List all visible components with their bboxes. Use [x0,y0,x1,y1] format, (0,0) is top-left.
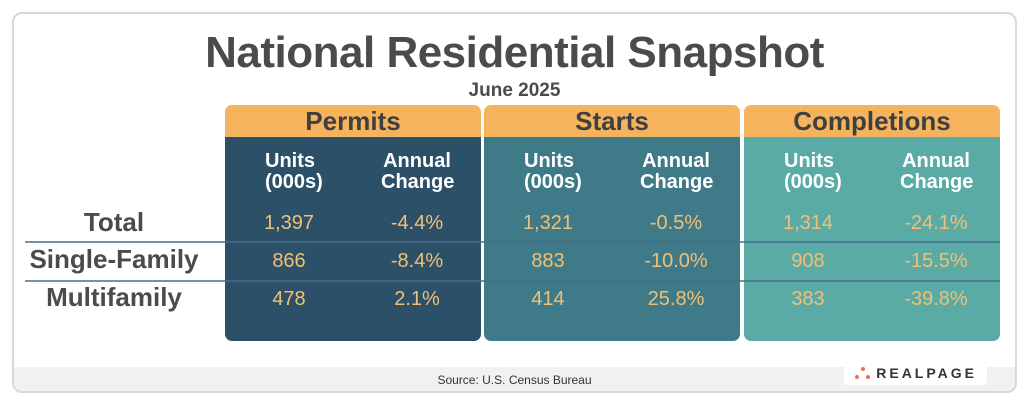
change-value: 2.1% [394,288,440,310]
row-divider [25,241,1000,243]
column-header-units: Units (000s) [784,150,842,193]
page-subtitle: June 2025 [468,80,561,101]
units-value: 908 [791,250,825,272]
units-value: 383 [791,288,825,310]
change-value: -4.4% [390,212,444,234]
panel-header: Completions [744,105,1000,137]
logo-dots-icon [854,366,872,380]
units-value: 1,314 [782,212,834,234]
panel-header: Permits [225,105,481,137]
units-value: 883 [531,250,565,272]
panel-starts: Starts Units (000s) Annual Change 1,321 -… [484,105,740,341]
column-header-units: Units (000s) [524,150,582,193]
panel-completions: Completions Units (000s) Annual Change 1,… [744,105,1000,341]
change-value: 25.8% [647,288,705,310]
units-value: 478 [272,288,306,310]
page-title: National Residential Snapshot [205,28,824,77]
units-value: 866 [272,250,306,272]
units-value: 1,321 [522,212,574,234]
source-note: Source: U.S. Census Bureau [437,373,592,387]
logo-text: REALPAGE [876,365,977,381]
row-label-total: Total [83,207,145,237]
row-label-single-family: Single-Family [29,244,199,274]
units-value: 1,397 [263,212,315,234]
row-divider [25,280,1000,282]
column-header-change: Annual Change [900,150,974,193]
change-value: -15.5% [904,250,968,272]
panel-body: Units (000s) Annual Change 1,314 -24.1% 90… [744,137,1000,341]
panel-permits: Permits Units (000s) Annual Change 1,397 … [225,105,481,341]
column-header-units: Units (000s) [265,150,323,193]
change-value: -24.1% [904,212,968,234]
column-header-change: Annual Change [640,150,714,193]
panel-body: Units (000s) Annual Change 1,397 -4.4% 866… [225,137,481,341]
row-label-multifamily: Multifamily [46,282,182,312]
change-value: -39.8% [904,288,968,310]
change-value: -0.5% [649,212,703,234]
panel-header: Starts [484,105,740,137]
change-value: -10.0% [644,250,708,272]
column-header-change: Annual Change [381,150,455,193]
realpage-logo: REALPAGE [844,361,987,385]
panel-body: Units (000s) Annual Change 1,321 -0.5% 883… [484,137,740,341]
units-value: 414 [531,288,565,310]
snapshot-card: National Residential Snapshot June 2025 … [12,12,1017,393]
change-value: -8.4% [390,250,444,272]
